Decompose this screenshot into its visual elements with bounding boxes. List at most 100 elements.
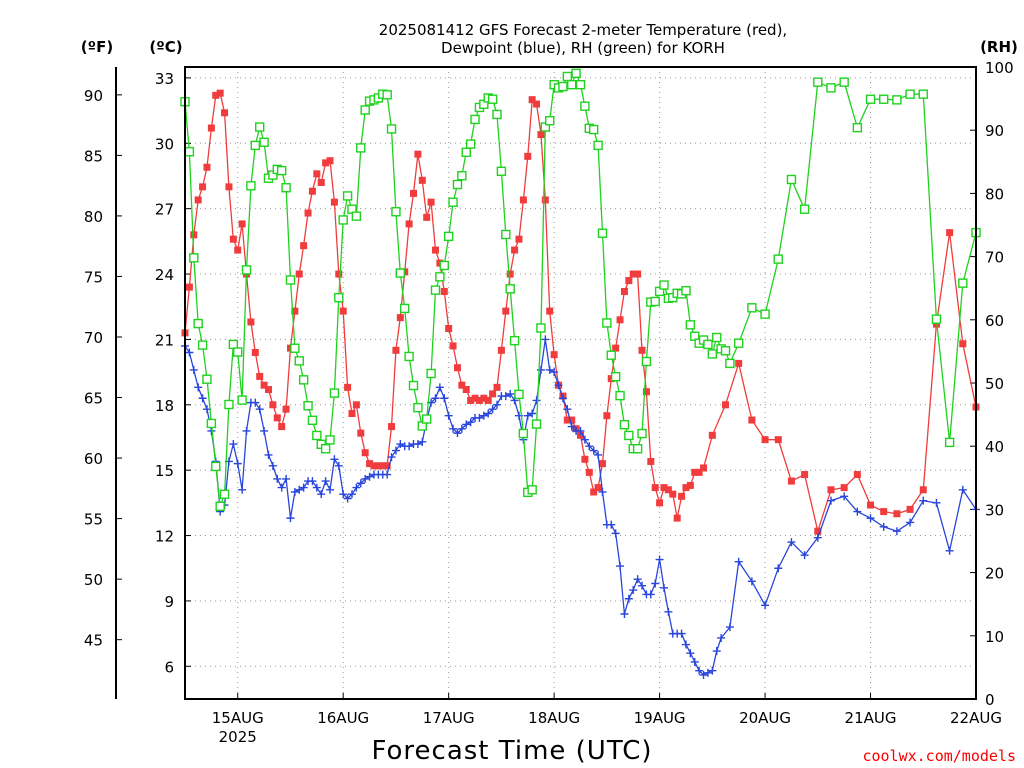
dewpoint-point [607, 520, 616, 529]
dewpoint-point [813, 533, 822, 542]
temperature-point [313, 170, 321, 178]
dewpoint-point [440, 394, 449, 403]
rh-point [826, 83, 836, 93]
temperature-point [603, 412, 611, 420]
rh-tick-label: 50 [985, 375, 1004, 393]
dewpoint-point [435, 383, 444, 392]
celsius-tick-label: 27 [155, 201, 174, 219]
temperature-point [304, 209, 312, 217]
x-tick-label: 15AUG [212, 709, 264, 727]
temperature-point [612, 344, 620, 352]
temperature-point [414, 150, 422, 158]
rh-point [545, 116, 555, 126]
celsius-tick-label: 6 [164, 658, 174, 676]
rh-point [439, 260, 449, 271]
rh-point [905, 89, 915, 99]
fahrenheit-tick-label: 70 [84, 329, 103, 347]
temperature-point [453, 364, 461, 372]
fahrenheit-tick-label: 45 [84, 632, 103, 650]
celsius-tick-label: 24 [155, 266, 174, 284]
rh-point [602, 318, 612, 328]
rh-point [193, 318, 203, 329]
rh-point [197, 340, 208, 350]
rh-point [382, 90, 392, 100]
rh-point [255, 122, 265, 132]
temperature-point [585, 468, 593, 476]
rh-point [773, 254, 783, 264]
rh-tick-label: 70 [985, 249, 1004, 267]
rh-point [413, 402, 423, 413]
dewpoint-point [277, 483, 286, 492]
dewpoint-point [290, 487, 299, 496]
dewpoint-point [413, 440, 422, 449]
rh-point [681, 286, 691, 296]
dewpoint-point [268, 461, 277, 470]
rh-point [452, 179, 463, 190]
rh-point [760, 309, 770, 319]
dewpoint-point [444, 411, 453, 420]
temperature-point [462, 386, 470, 394]
temperature-point [625, 277, 633, 285]
rh-point [703, 339, 713, 350]
x-tick-label: 17AUG [423, 709, 475, 727]
dewpoint-point [800, 551, 809, 560]
temperature-point [774, 436, 782, 444]
dewpoint-point [343, 494, 352, 503]
temperature-point [194, 196, 202, 204]
rh-axis-unit: (RH) [980, 38, 1018, 56]
temperature-point [388, 423, 396, 431]
temperature-point [199, 183, 207, 191]
rh-point [593, 140, 603, 151]
temperature-point [190, 231, 198, 239]
temperature-point [374, 462, 382, 470]
dewpoint-point [264, 450, 273, 459]
dewpoint-point [708, 666, 717, 675]
rh-point [505, 284, 515, 294]
rh-point [224, 399, 234, 410]
rh-point [461, 147, 471, 158]
rh-point [931, 314, 942, 324]
temperature-point [484, 396, 492, 404]
rh-point [303, 401, 313, 411]
dewpoint-point [352, 483, 361, 492]
rh-point [435, 272, 445, 282]
dewpoint-point [321, 477, 330, 486]
temperature-point [467, 396, 475, 404]
rh-point [575, 79, 586, 90]
rh-point [237, 395, 247, 405]
dewpoint-point [339, 490, 348, 499]
dewpoint-point [633, 575, 642, 584]
fahrenheit-tick-label: 55 [84, 511, 103, 529]
dewpoint-point [466, 418, 475, 427]
dewpoint-point [449, 424, 458, 433]
rh-point [610, 371, 621, 382]
dewpoint-point [681, 640, 690, 649]
plot-frame [184, 66, 977, 700]
dewpoint-point [391, 446, 400, 455]
temperature-point [471, 394, 479, 402]
temperature-point [273, 414, 281, 422]
dewpoint-point [361, 474, 370, 483]
temperature-point [449, 342, 457, 350]
rh-point [285, 275, 296, 285]
dewpoint-point [545, 365, 554, 374]
dewpoint-point [334, 461, 343, 470]
rh-point [944, 437, 955, 448]
rh-point [246, 181, 256, 191]
dewpoint-point [317, 490, 326, 499]
rh-point [496, 166, 507, 176]
rh-point [799, 204, 810, 214]
temperature-point [880, 508, 888, 516]
temperature-point [664, 486, 672, 494]
dewpoint-point [308, 477, 317, 486]
temperature-point [577, 431, 584, 439]
dewpoint-point [457, 424, 466, 433]
temperature-point [410, 189, 418, 197]
temperature-point [445, 325, 453, 333]
dewpoint-point [554, 381, 563, 390]
dewpoint-point [629, 586, 638, 595]
temperature-point [563, 416, 571, 424]
temperature-point [787, 477, 795, 485]
temperature-point [515, 235, 523, 243]
rh-point [865, 94, 876, 104]
